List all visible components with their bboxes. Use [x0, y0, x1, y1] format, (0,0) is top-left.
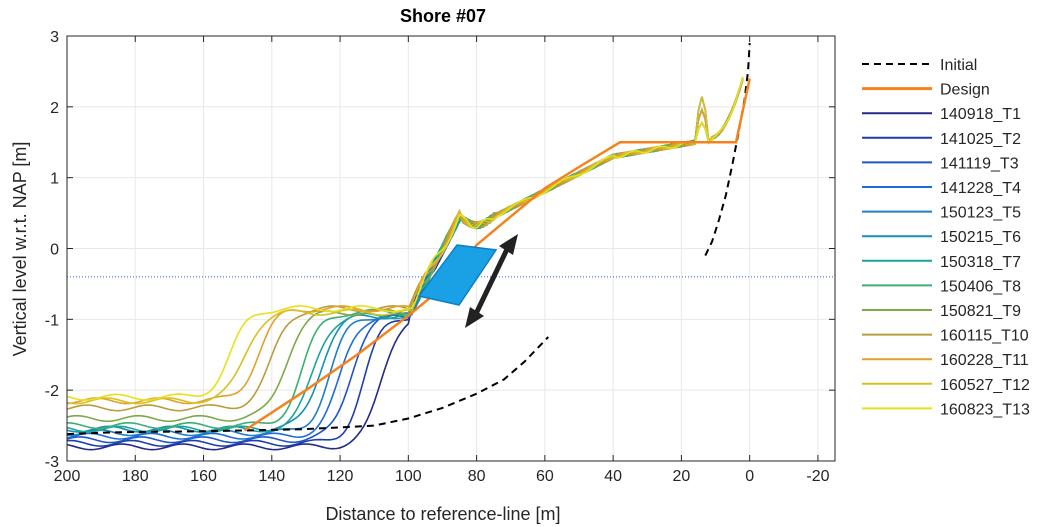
structure-block-annotation — [417, 244, 498, 306]
y-axis-label: Vertical level w.r.t. NAP [m] — [10, 142, 30, 357]
legend-label-150123_T5: 150123_T5 — [940, 205, 1021, 222]
x-tick-label-140: 140 — [258, 468, 285, 485]
legend-label-160527_T12: 160527_T12 — [940, 377, 1030, 394]
legend-label-160228_T11: 160228_T11 — [940, 352, 1029, 369]
legend-label-141228_T4: 141228_T4 — [940, 180, 1021, 197]
y-tick-label--2: -2 — [45, 383, 59, 400]
legend-label-141025_T2: 141025_T2 — [940, 131, 1021, 148]
x-tick-label-80: 80 — [468, 468, 486, 485]
x-tick-label-20: 20 — [673, 468, 691, 485]
legend-label-141119_T3: 141119_T3 — [940, 155, 1019, 172]
series-line-160823_T13 — [66, 76, 744, 401]
series-line-160115_T10 — [66, 79, 744, 412]
legend-label-150318_T7: 150318_T7 — [940, 254, 1021, 271]
x-tick-label-160: 160 — [190, 468, 217, 485]
legend-label-150215_T6: 150215_T6 — [940, 229, 1021, 246]
series-line-initial-2 — [704, 43, 751, 257]
series-line-initial-1 — [66, 336, 550, 436]
x-tick-label-100: 100 — [395, 468, 422, 485]
x-tick-label--20: -20 — [806, 468, 829, 485]
x-tick-label-120: 120 — [327, 468, 354, 485]
x-tick-label-0: 0 — [745, 468, 754, 485]
arrow-head-top — [499, 234, 518, 255]
legend-label-150406_T8: 150406_T8 — [940, 278, 1021, 295]
y-tick-label-0: 0 — [50, 242, 59, 259]
x-tick-label-180: 180 — [122, 468, 149, 485]
legend-label-Initial: Initial — [940, 57, 977, 74]
arrow-head-bottom — [465, 307, 484, 328]
double-arrow-annotation — [470, 241, 513, 322]
legend-label-Design: Design — [940, 82, 990, 99]
y-tick-label--3: -3 — [45, 454, 59, 471]
x-tick-label-200: 200 — [54, 468, 81, 485]
legend-label-140918_T1: 140918_T1 — [940, 106, 1021, 123]
legend-label-150821_T9: 150821_T9 — [940, 303, 1021, 320]
x-tick-label-40: 40 — [604, 468, 622, 485]
legend-label-160115_T10: 160115_T10 — [940, 328, 1029, 345]
series-line-design — [243, 78, 751, 432]
chart-title: Shore #07 — [400, 6, 486, 26]
annotation-layer — [417, 234, 518, 328]
series-layer — [66, 43, 751, 451]
y-tick-label-1: 1 — [50, 171, 59, 188]
x-axis-label: Distance to reference-line [m] — [325, 504, 560, 524]
legend-label-160823_T13: 160823_T13 — [940, 401, 1030, 418]
y-tick-label-3: 3 — [50, 29, 59, 46]
x-tick-label-60: 60 — [536, 468, 554, 485]
y-tick-label-2: 2 — [50, 100, 59, 117]
legend: Initial Design 140918_T1 141025_T2 141119_T3… — [862, 57, 1030, 418]
y-tick-label--1: -1 — [45, 312, 59, 329]
